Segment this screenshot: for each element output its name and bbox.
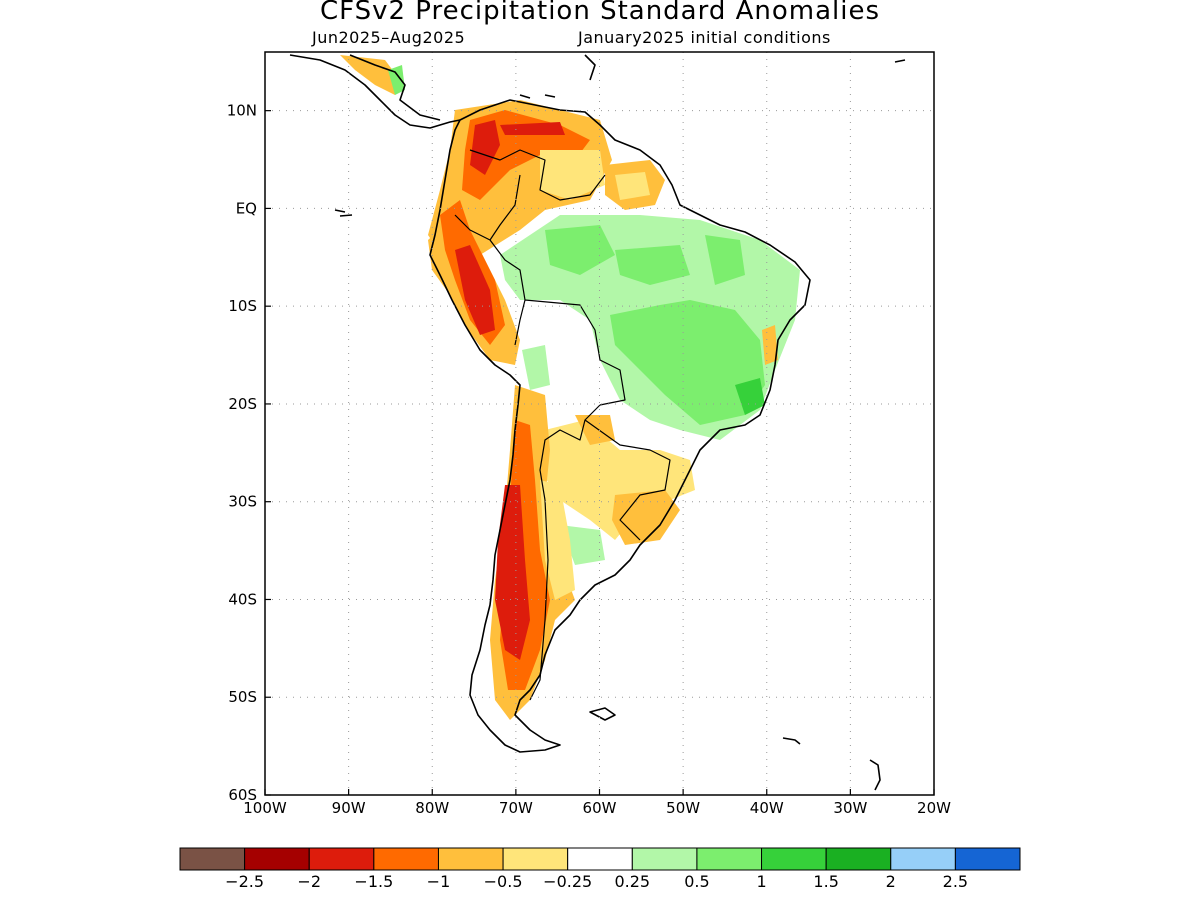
anomaly-strong-andes-south xyxy=(495,485,530,660)
lon-tick-label: 30W xyxy=(833,799,867,817)
coastline-south-georgia xyxy=(782,737,801,745)
anomaly-light-guianas xyxy=(615,172,650,200)
coastline-south-america xyxy=(429,99,811,753)
coastline-galapagos xyxy=(334,209,353,217)
lon-tick-label: 20W xyxy=(917,799,951,817)
colorbar-label: 2 xyxy=(886,872,896,891)
coastline-caribbean xyxy=(519,54,596,99)
forecast-period: Jun2025–Aug2025 xyxy=(312,28,466,47)
colorbar-label: −1.5 xyxy=(354,872,393,891)
anomaly-wet-amazon-strong xyxy=(545,225,765,425)
lon-tick-label: 70W xyxy=(499,799,533,817)
lat-tick-label: 50S xyxy=(228,688,257,706)
initial-conditions: January2025 initial conditions xyxy=(578,28,831,47)
anomaly-wet-brazil-core xyxy=(735,378,765,415)
lon-tick-label: 60W xyxy=(583,799,617,817)
coastline-ne-island xyxy=(894,59,906,63)
anomaly-light-venezuela xyxy=(540,150,605,200)
lon-tick-label: 40W xyxy=(750,799,784,817)
lon-tick-label: 50W xyxy=(666,799,700,817)
colorbar-swatch xyxy=(179,847,246,871)
anomaly-wet-bolivia xyxy=(522,345,550,390)
colorbar-swatch xyxy=(502,847,569,871)
lat-tick-label: 10S xyxy=(228,297,257,315)
colorbar: −2.5 −2 −1.5 −1 −0.5 −0.25 0.25 0.5 1 1.5 2 2.5 xyxy=(179,847,1021,891)
colorbar-label: −0.5 xyxy=(484,872,523,891)
axis-ticks: 100W 90W 80W 70W 60W 50W 40W 30W 20W 10N EQ 10S 20S 3… xyxy=(227,102,951,817)
lat-tick-label: 20S xyxy=(228,395,257,413)
colorbar-swatch xyxy=(696,847,763,871)
colorbar-swatch xyxy=(890,847,956,871)
colorbar-swatch xyxy=(954,847,1021,871)
colorbar-swatch xyxy=(761,847,827,871)
lon-tick-label: 100W xyxy=(243,799,287,817)
anomaly-strong-colombia xyxy=(470,120,565,175)
anomaly-strong-peru xyxy=(455,245,495,335)
colorbar-swatch xyxy=(308,847,375,871)
colorbar-label: 0.5 xyxy=(684,872,709,891)
lat-tick-label: EQ xyxy=(236,199,257,217)
anomaly-dry-ne-brazil xyxy=(762,325,778,365)
map-title: CFSv2 Precipitation Standard Anomalies xyxy=(319,0,881,26)
colorbar-swatch xyxy=(244,847,310,871)
colorbar-label: 0.25 xyxy=(614,872,650,891)
coastline-atlantic-islands xyxy=(869,759,881,791)
colorbar-swatch xyxy=(825,847,892,871)
colorbar-label: −2.5 xyxy=(225,872,264,891)
anomaly-light-patagonia xyxy=(540,480,575,600)
colorbar-label: −0.25 xyxy=(543,872,592,891)
graticule xyxy=(265,52,934,795)
lat-tick-label: 10N xyxy=(227,102,257,120)
coastline-central-america xyxy=(289,54,461,129)
coastline-central-america-north xyxy=(349,54,441,121)
anomaly-dry-central-america xyxy=(340,55,400,95)
colorbar-label: 2.5 xyxy=(943,872,968,891)
lon-tick-label: 80W xyxy=(415,799,449,817)
anomaly-shading xyxy=(340,55,800,720)
coastline-falklands xyxy=(589,707,616,721)
lat-tick-label: 60S xyxy=(228,786,257,804)
colorbar-label: 1 xyxy=(756,872,766,891)
colorbar-swatch xyxy=(631,847,698,871)
lon-tick-label: 90W xyxy=(332,799,366,817)
anomaly-dry-uruguay xyxy=(575,415,680,545)
lat-tick-label: 30S xyxy=(228,493,257,511)
colorbar-label: −1 xyxy=(427,872,451,891)
anomaly-wet-central-america xyxy=(388,65,405,95)
colorbar-swatch xyxy=(373,847,439,871)
colorbar-label: 1.5 xyxy=(813,872,838,891)
anomaly-light-paraguay xyxy=(540,420,695,540)
colorbar-swatch xyxy=(437,847,504,871)
colorbar-label: −2 xyxy=(297,872,321,891)
colorbar-swatch xyxy=(567,847,633,871)
lat-tick-label: 40S xyxy=(228,590,257,608)
